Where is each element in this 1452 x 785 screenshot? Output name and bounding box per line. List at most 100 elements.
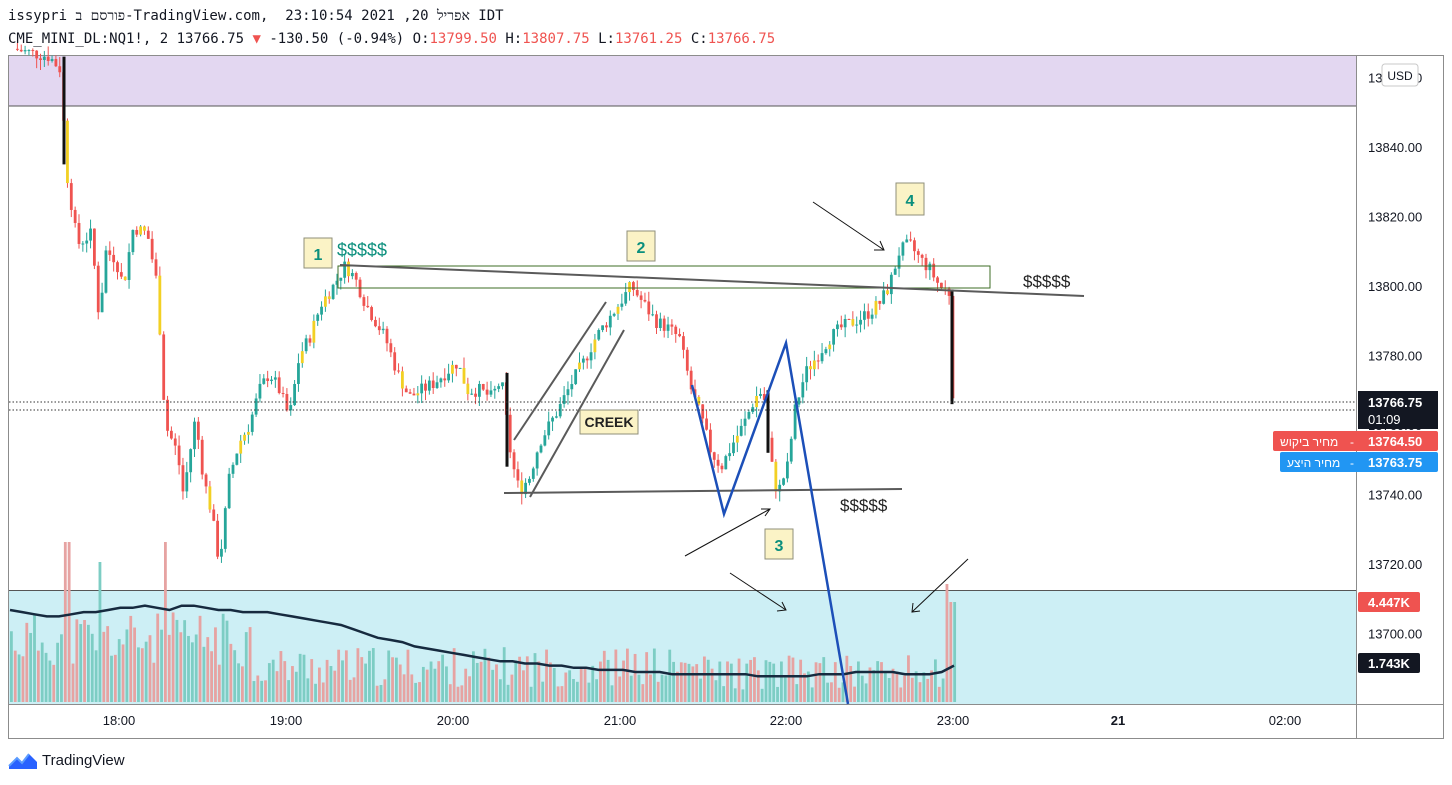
- label-1-box[interactable]: [303, 237, 333, 269]
- candle-body: [797, 397, 801, 405]
- volume-bar: [179, 632, 183, 702]
- currency-box[interactable]: [1381, 63, 1419, 87]
- candle-body: [50, 59, 54, 61]
- volume-bar: [206, 637, 210, 702]
- candle-body: [289, 405, 293, 411]
- tradingview-brand[interactable]: TradingView: [8, 750, 125, 770]
- candle-body: [501, 382, 504, 387]
- label-4-box[interactable]: [895, 182, 925, 216]
- candle-body: [277, 377, 281, 394]
- candle-body: [377, 326, 381, 331]
- volume-bar: [514, 660, 518, 702]
- candle-body: [762, 393, 766, 400]
- volume-bar: [13, 650, 17, 702]
- label-2-box[interactable]: [626, 230, 656, 262]
- label-4: 4: [906, 193, 915, 210]
- volume-bar: [841, 682, 845, 702]
- volume-bar: [560, 686, 564, 702]
- creek-box[interactable]: [579, 409, 639, 435]
- volume-bar: [510, 674, 514, 702]
- open-value: 13799.50: [429, 31, 497, 47]
- candle-body: [408, 392, 412, 394]
- candle-body: [705, 418, 708, 430]
- candle-body: [874, 300, 878, 315]
- candle-body: [404, 388, 408, 393]
- candle-body: [836, 324, 839, 330]
- volume-bar: [36, 650, 40, 702]
- candle-body: [393, 352, 397, 371]
- candle-body: [901, 242, 905, 256]
- volume-bar: [899, 687, 903, 702]
- candle-body: [651, 314, 655, 316]
- volume-bar: [448, 684, 452, 702]
- volume-bar: [864, 683, 868, 702]
- close-value: 13766.75: [707, 31, 776, 47]
- candle-body: [23, 50, 27, 52]
- volume-bar: [144, 641, 148, 702]
- candle-body: [81, 243, 85, 245]
- volume-bar: [375, 685, 379, 702]
- volume-bar: [783, 677, 787, 702]
- candle-body: [466, 383, 470, 395]
- ask-dash: -: [1350, 435, 1354, 449]
- candle-body: [454, 364, 458, 369]
- volume-bar: [822, 657, 826, 702]
- candle-body: [266, 378, 270, 382]
- candle-body: [628, 282, 631, 293]
- volume-bar: [683, 662, 687, 702]
- volume-bar: [221, 613, 225, 702]
- support-line[interactable]: [503, 488, 903, 494]
- candle-body: [374, 319, 377, 327]
- volume-bar: [106, 626, 110, 702]
- channel-line-lower[interactable]: [513, 301, 607, 441]
- candle-body: [212, 509, 216, 521]
- candle-body: [335, 280, 339, 285]
- price-axis[interactable]: 13700.0013720.0013740.0013760.0013780.00…: [1368, 71, 1422, 642]
- symbol-ohlc-line: CME_MINI_DL:NQ1!, 2 13766.75 ▼ -130.50 (…: [8, 31, 775, 47]
- volume-bar: [887, 678, 891, 702]
- candle-body: [131, 229, 135, 253]
- time-tick: 21: [1111, 713, 1125, 728]
- volume-bar: [918, 682, 922, 702]
- price-tick: 13700.00: [1368, 627, 1422, 642]
- candle-body: [674, 326, 678, 335]
- candle-body: [508, 414, 512, 453]
- volume-bar: [294, 671, 298, 702]
- zigzag-line[interactable]: [690, 338, 850, 705]
- candle-body: [697, 397, 701, 405]
- volume-bar: [441, 654, 444, 702]
- candle-body: [354, 272, 358, 280]
- candle-body: [143, 226, 146, 231]
- candle-body: [439, 378, 443, 383]
- volume-bar: [687, 663, 691, 702]
- range-box[interactable]: [337, 265, 991, 289]
- symbol[interactable]: CME_MINI_DL:NQ1!, 2: [8, 31, 169, 47]
- volume-bar: [421, 666, 425, 702]
- volume-bar: [252, 681, 256, 702]
- tradingview-logo-icon: [8, 753, 37, 769]
- volume-bar: [664, 675, 668, 702]
- volume-bar: [522, 670, 525, 702]
- candle-body: [816, 360, 820, 362]
- volume-bar: [729, 663, 733, 702]
- volume-bar: [579, 667, 583, 702]
- time-axis[interactable]: 18:00 19:00 20:00 21:00 22:00 23:00 21 02:00: [103, 713, 1302, 728]
- volume-bar: [572, 679, 575, 702]
- label-3-box[interactable]: [764, 528, 794, 560]
- trend-line-top[interactable]: [339, 264, 1085, 297]
- candle-body: [601, 325, 604, 331]
- candle-body: [262, 378, 266, 384]
- volume-bar: [425, 669, 429, 702]
- volume-bar: [837, 687, 841, 702]
- volume-bar: [703, 656, 706, 702]
- candle-body: [643, 299, 647, 302]
- candle-body: [123, 276, 127, 280]
- volume-bar: [291, 666, 294, 702]
- volume-bar: [306, 678, 310, 702]
- candle-body: [331, 284, 335, 299]
- volume-bar: [937, 686, 941, 702]
- channel-line-upper[interactable]: [529, 329, 625, 498]
- candle-body: [924, 257, 928, 271]
- candle-body: [647, 301, 651, 315]
